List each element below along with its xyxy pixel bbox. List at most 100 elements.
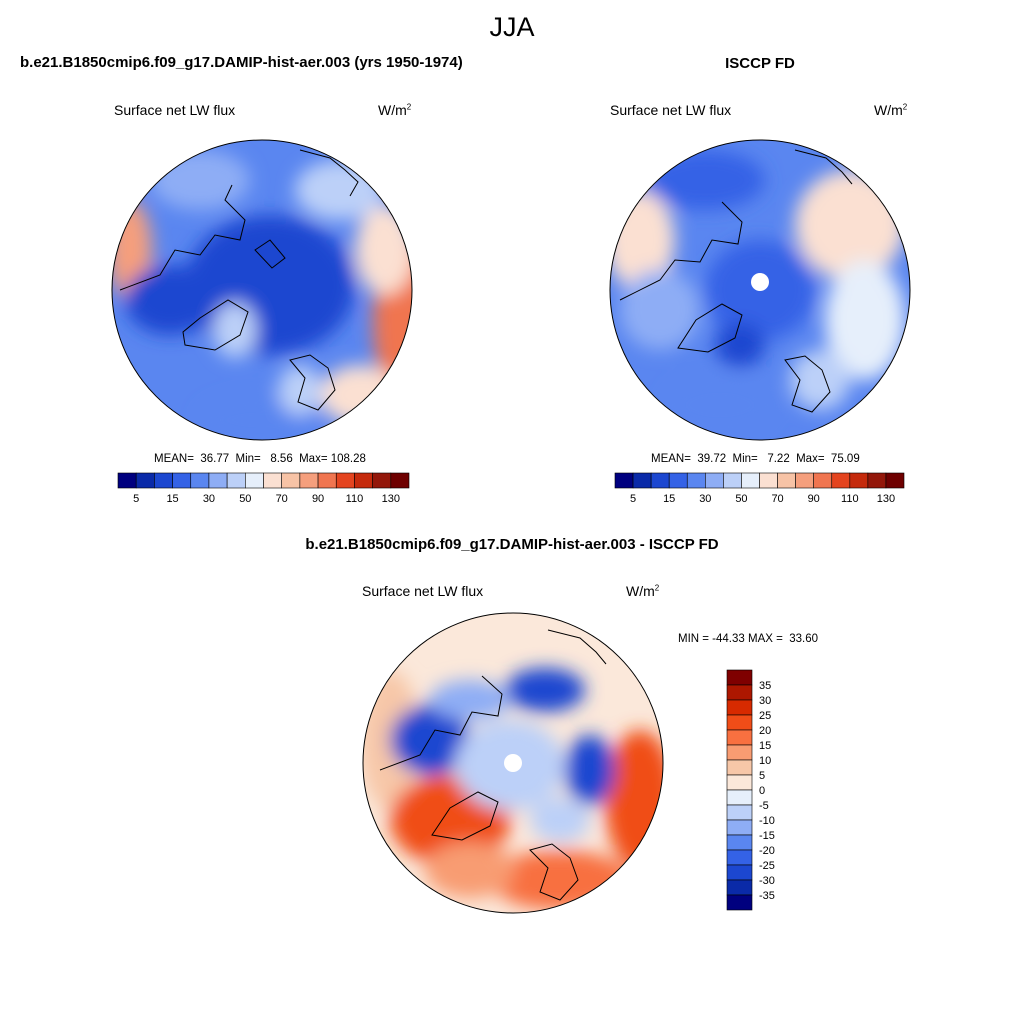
- obs-colorbar-swatch: [813, 472, 833, 489]
- diff-colorbar: 35 30 25 20 15 10 5 0 -5 -10 -15 -20 -25 -30 -35: [726, 669, 775, 911]
- diff-colorbar-swatch: [726, 879, 753, 896]
- diff-colorbar-tick-label: 0: [759, 785, 765, 797]
- obs-panel-title: ISCCP FD: [725, 55, 795, 72]
- model-colorbar-tick-label: 50: [239, 493, 251, 505]
- model-colorbar-swatch: [190, 472, 210, 489]
- diff-colorbar-tick-label: -5: [759, 800, 769, 812]
- obs-colorbar-tick-label: 30: [699, 493, 711, 505]
- obs-colorbar-tick-label: 15: [663, 493, 675, 505]
- obs-colorbar-swatch: [668, 472, 688, 489]
- diff-colorbar-tick-label: 20: [759, 725, 771, 737]
- obs-colorbar-swatch: [650, 472, 670, 489]
- obs-variable-label: Surface net LW flux: [610, 102, 732, 118]
- diff-colorbar-swatch: [726, 669, 753, 686]
- model-colorbar-tick-label: 5: [133, 493, 139, 505]
- model-colorbar-swatch: [208, 472, 228, 489]
- model-colorbar-swatch: [135, 472, 155, 489]
- diff-colorbar-swatch: [726, 834, 753, 851]
- diff-colorbar-tick-label: -35: [759, 890, 775, 902]
- obs-colorbar-tick-label: 50: [735, 493, 747, 505]
- model-units-label: W/m2: [378, 102, 412, 118]
- model-colorbar-swatch: [354, 472, 373, 489]
- obs-colorbar-swatch: [741, 472, 760, 489]
- model-colorbar-swatch: [281, 472, 301, 489]
- model-colorbar-tick-label: 15: [166, 493, 178, 505]
- obs-colorbar-swatch: [705, 472, 724, 489]
- diff-pole-mask: [504, 754, 522, 772]
- obs-colorbar-swatch: [632, 472, 652, 489]
- model-variable-label: Surface net LW flux: [114, 102, 236, 118]
- diff-colorbar-swatch: [726, 729, 753, 746]
- model-colorbar-tick-label: 70: [276, 493, 288, 505]
- diff-colorbar-tick-label: 30: [759, 695, 771, 707]
- diff-colorbar-swatch: [726, 804, 753, 821]
- model-colorbar-tick-label: 110: [346, 493, 364, 505]
- obs-units-label: W/m2: [874, 102, 908, 118]
- diff-colorbar-swatch: [726, 744, 753, 761]
- model-colorbar-swatch: [245, 472, 264, 489]
- obs-colorbar-swatch: [849, 472, 869, 489]
- model-stats: MEAN= 36.77 Min= 8.56 Max= 108.28: [154, 453, 366, 465]
- diff-panel-title: b.e21.B1850cmip6.f09_g17.DAMIP-hist-aer.…: [305, 536, 719, 553]
- model-polar-map: [111, 139, 413, 441]
- diff-colorbar-swatch: [726, 894, 753, 911]
- model-panel-title: b.e21.B1850cmip6.f09_g17.DAMIP-hist-aer.…: [20, 54, 463, 71]
- diff-colorbar-tick-label: -15: [759, 830, 775, 842]
- model-colorbar-swatch: [117, 472, 137, 489]
- diff-colorbar-swatch: [726, 714, 753, 731]
- obs-colorbar-tick-label: 90: [808, 493, 820, 505]
- model-colorbar-tick-label: 90: [312, 493, 324, 505]
- diff-colorbar-tick-label: 5: [759, 770, 765, 782]
- obs-colorbar-swatch: [885, 472, 905, 489]
- diff-colorbar-swatch: [726, 774, 753, 791]
- diff-colorbar-tick-label: 10: [759, 755, 771, 767]
- diff-colorbar-tick-label: 15: [759, 740, 771, 752]
- obs-colorbar-swatch: [777, 472, 796, 489]
- diff-colorbar-swatch: [726, 864, 753, 881]
- obs-colorbar: 5 15 30 50 70 90 110 130: [614, 472, 905, 505]
- model-colorbar-tick-label: 30: [203, 493, 215, 505]
- obs-colorbar-tick-label: 130: [877, 493, 895, 505]
- model-colorbar-tick-label: 130: [382, 493, 400, 505]
- model-colorbar-swatch: [335, 472, 355, 489]
- model-colorbar-swatch: [390, 472, 410, 489]
- diff-variable-label: Surface net LW flux: [362, 583, 484, 599]
- diff-stats: MIN = -44.33 MAX = 33.60: [678, 633, 818, 645]
- diff-colorbar-swatch: [726, 759, 753, 776]
- diff-colorbar-tick-label: -30: [759, 875, 775, 887]
- diff-colorbar-swatch: [726, 849, 753, 866]
- obs-colorbar-swatch: [867, 472, 887, 489]
- model-colorbar-swatch: [154, 472, 173, 489]
- obs-colorbar-swatch: [831, 472, 851, 489]
- season-title: JJA: [489, 12, 535, 42]
- obs-colorbar-tick-label: 110: [841, 493, 859, 505]
- obs-pole-mask: [751, 273, 769, 291]
- model-colorbar-swatch: [263, 472, 282, 489]
- diff-colorbar-swatch: [726, 699, 753, 716]
- diff-units-label: W/m2: [626, 583, 660, 599]
- diff-colorbar-tick-label: -10: [759, 815, 775, 827]
- obs-polar-map: [609, 139, 911, 441]
- model-colorbar: 5 15 30 50 70 90 110 130: [117, 472, 410, 505]
- diff-colorbar-tick-label: 35: [759, 680, 771, 692]
- model-colorbar-swatch: [317, 472, 337, 489]
- diff-colorbar-tick-label: -25: [759, 860, 775, 872]
- obs-colorbar-swatch: [759, 472, 778, 489]
- diff-colorbar-swatch: [726, 819, 753, 836]
- obs-colorbar-tick-label: 70: [771, 493, 783, 505]
- obs-stats: MEAN= 39.72 Min= 7.22 Max= 75.09: [651, 453, 860, 465]
- diff-polar-map: [362, 612, 664, 914]
- diff-colorbar-tick-label: 25: [759, 710, 771, 722]
- obs-colorbar-swatch: [795, 472, 814, 489]
- diff-colorbar-tick-label: -20: [759, 845, 775, 857]
- model-colorbar-swatch: [372, 472, 392, 489]
- diff-colorbar-swatch: [726, 684, 753, 701]
- model-colorbar-swatch: [172, 472, 192, 489]
- model-colorbar-swatch: [226, 472, 246, 489]
- obs-colorbar-swatch: [723, 472, 742, 489]
- diff-colorbar-swatch: [726, 789, 753, 806]
- model-colorbar-swatch: [299, 472, 319, 489]
- obs-colorbar-swatch: [686, 472, 706, 489]
- obs-colorbar-swatch: [614, 472, 634, 489]
